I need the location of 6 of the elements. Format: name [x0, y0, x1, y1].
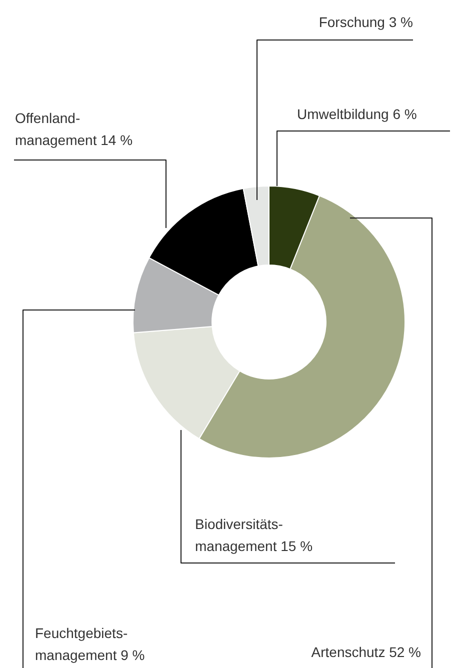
slice-label: Feuchtgebiets- management 9 % [35, 625, 145, 663]
slice-label: Umweltbildung 6 % [297, 106, 417, 122]
slice-label: Biodiversitäts- management 15 % [195, 516, 313, 554]
slice-label: Artenschutz 52 % [311, 644, 421, 660]
slice-label: Offenland- management 14 % [15, 110, 133, 148]
slice-label: Forschung 3 % [318, 14, 413, 30]
